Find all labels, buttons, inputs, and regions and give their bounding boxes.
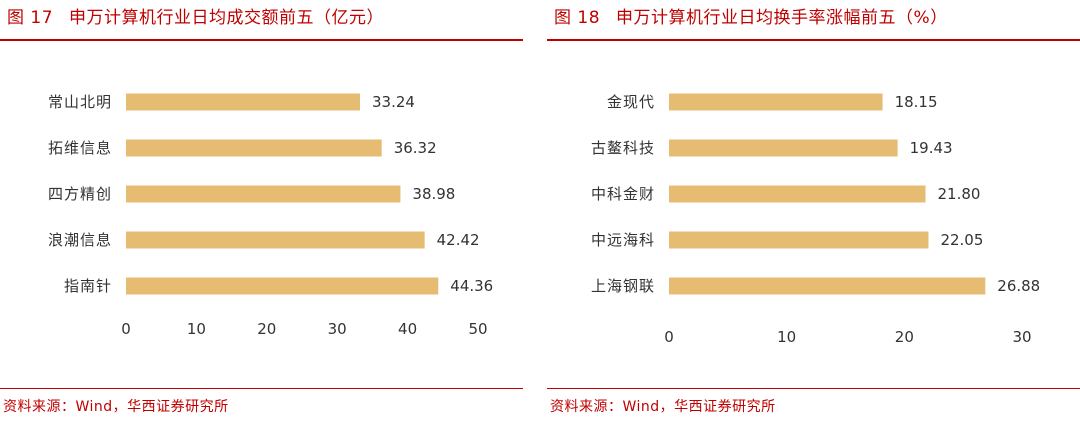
data-label: 26.88 <box>997 277 1040 295</box>
title-divider <box>0 39 523 41</box>
figure-number: 图 17 <box>7 8 54 28</box>
category-label: 上海钢联 <box>591 277 655 295</box>
data-label: 21.80 <box>938 185 981 203</box>
x-tick-label: 0 <box>121 320 131 338</box>
chart-title: 申万计算机行业日均换手率涨幅前五（%） <box>616 8 948 28</box>
chart-title: 申万计算机行业日均成交额前五（亿元） <box>69 8 385 28</box>
bar-chart-turnover-amount: 常山北明 33.24 拓维信息 36.32 四方精创 38.98 浪潮信息 42.42 指南针 4… <box>48 93 493 338</box>
bar <box>126 93 361 111</box>
data-label: 42.42 <box>437 231 480 249</box>
category-label: 浪潮信息 <box>48 231 112 249</box>
bar <box>669 231 929 249</box>
category-label: 四方精创 <box>48 185 112 203</box>
category-label: 中科金财 <box>591 185 655 203</box>
category-label: 指南针 <box>64 277 112 295</box>
x-tick-label: 20 <box>257 320 276 338</box>
data-label: 18.15 <box>895 93 938 111</box>
bar <box>126 139 382 157</box>
data-label: 19.43 <box>910 139 953 157</box>
x-tick-label: 20 <box>895 328 914 346</box>
bar-chart-turnover-rate: 金现代 18.15 古鳌科技 19.43 中科金财 21.80 中远海科 22.05 上海钢联 2… <box>591 93 1040 346</box>
source-note: 资料来源：Wind，华西证券研究所 <box>550 399 776 415</box>
figure-number: 图 18 <box>554 8 601 28</box>
left-figure-panel: 图 17 申万计算机行业日均成交额前五（亿元） 常山北明 33.24 拓维信息 36.3… <box>0 0 523 421</box>
figure-title: 图 18 申万计算机行业日均换手率涨幅前五（%） <box>550 3 948 28</box>
figure-title: 图 17 申万计算机行业日均成交额前五（亿元） <box>3 3 384 28</box>
bar <box>669 185 926 203</box>
x-tick-label: 10 <box>187 320 206 338</box>
x-tick-label: 0 <box>664 328 674 346</box>
data-label: 22.05 <box>940 231 983 249</box>
x-tick-label: 50 <box>468 320 487 338</box>
data-label: 44.36 <box>450 277 493 295</box>
title-divider <box>547 39 1080 41</box>
source-divider <box>0 388 523 389</box>
bar <box>126 185 401 203</box>
source-divider <box>547 388 1080 389</box>
data-label: 36.32 <box>394 139 437 157</box>
x-tick-label: 30 <box>1012 328 1031 346</box>
bar <box>669 93 883 111</box>
x-tick-label: 10 <box>777 328 796 346</box>
category-label: 古鳌科技 <box>591 139 655 157</box>
bar <box>669 277 986 295</box>
category-label: 拓维信息 <box>48 139 112 157</box>
category-label: 常山北明 <box>48 93 112 111</box>
bar <box>126 231 425 249</box>
right-figure-panel: 图 18 申万计算机行业日均换手率涨幅前五（%） 金现代 18.15 古鳌科技 19.4… <box>547 0 1080 421</box>
bar <box>669 139 898 157</box>
source-note: 资料来源：Wind，华西证券研究所 <box>3 399 229 415</box>
data-label: 33.24 <box>372 93 415 111</box>
bar <box>126 277 439 295</box>
category-label: 金现代 <box>607 93 655 111</box>
x-tick-label: 30 <box>328 320 347 338</box>
category-label: 中远海科 <box>591 231 655 249</box>
data-label: 38.98 <box>412 185 455 203</box>
x-tick-label: 40 <box>398 320 417 338</box>
